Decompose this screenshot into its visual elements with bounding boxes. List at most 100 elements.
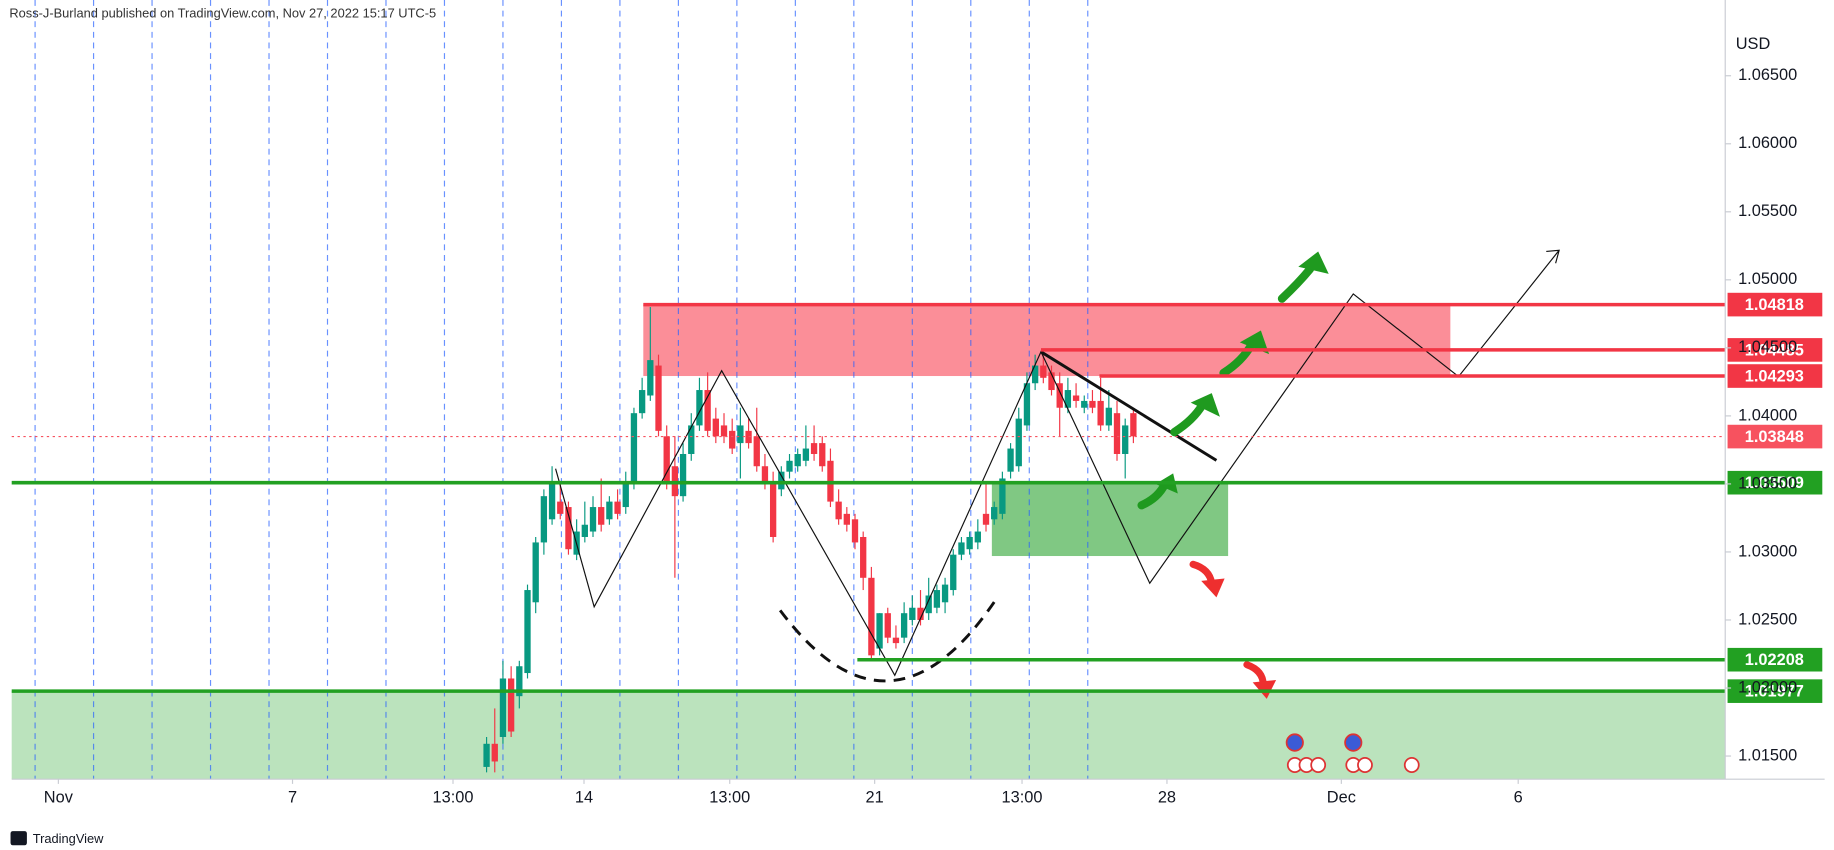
candle-body [917, 607, 924, 620]
candle-body [491, 743, 498, 762]
y-axis-label: USD [1736, 35, 1771, 53]
level-label: 1.03848 [1745, 428, 1804, 446]
candle-body [516, 666, 523, 697]
candle-body [950, 554, 957, 591]
candle-body [876, 613, 883, 649]
x-tick-label: 21 [866, 788, 884, 806]
candle-body [860, 536, 867, 578]
level-label-box [1727, 647, 1823, 672]
rounded-bottom [778, 601, 996, 683]
candle-body [557, 501, 564, 514]
candle-body [851, 519, 859, 543]
candle-body [999, 478, 1006, 514]
candle-body [769, 483, 777, 537]
candle-body [1097, 400, 1104, 426]
candle-body [941, 584, 949, 603]
level-label: 1.04485 [1745, 341, 1804, 359]
y-tick-label: 1.02500 [1738, 610, 1797, 628]
candle-body [540, 496, 548, 543]
candle-body [589, 507, 597, 532]
candle-body [1081, 400, 1088, 408]
y-tick-label: 1.02000 [1738, 678, 1797, 696]
candle-body [704, 390, 711, 431]
level-label: 1.01977 [1745, 683, 1804, 701]
x-tick-label: 13:00 [433, 788, 474, 806]
candle-body [982, 513, 990, 525]
event-icon [1403, 757, 1420, 773]
candle-body [688, 425, 695, 454]
y-tick-label: 1.03000 [1738, 542, 1797, 560]
zones [11, 304, 1726, 780]
candle-body [696, 390, 703, 426]
event-icon [1310, 757, 1327, 773]
candle-body [958, 542, 965, 555]
arrow-head [1298, 251, 1329, 274]
y-tick-label: 1.01500 [1738, 746, 1797, 764]
candle-body [819, 443, 826, 467]
candle-body [1040, 365, 1047, 378]
level-label: 1.03509 [1745, 474, 1804, 492]
candle-body [1089, 400, 1096, 408]
candle-body [548, 483, 556, 520]
level-label: 1.02208 [1745, 651, 1804, 669]
x-tick-label: 7 [288, 788, 297, 806]
candle-body [753, 436, 760, 467]
arrow-head [1546, 249, 1560, 264]
candle-body [647, 360, 654, 396]
y-tick-label: 1.04500 [1738, 338, 1797, 356]
y-tick-label: 1.05500 [1738, 202, 1797, 220]
arrow-head [1201, 578, 1225, 598]
candle-body [524, 590, 531, 674]
axes: 1.01500 1.02000 1.02500 1.03000 1.03500 1.040… [11, 0, 1825, 806]
event-icon [1357, 757, 1373, 773]
candle-body [638, 390, 646, 414]
trend-line [1040, 350, 1218, 462]
candle-body [786, 460, 793, 472]
level-label-box [1727, 364, 1823, 388]
candle-body [1105, 407, 1112, 426]
candle-body [622, 483, 629, 508]
session-lines [34, 0, 1089, 780]
candle-body [507, 678, 515, 732]
candle-body [606, 501, 613, 520]
candle-body [794, 453, 801, 467]
level-label-box [1727, 679, 1823, 703]
candle-body [1031, 365, 1039, 384]
x-tick-label: Dec [1327, 788, 1356, 806]
x-tick-label: 13:00 [1002, 788, 1043, 806]
candle-body [1064, 390, 1072, 408]
candle-body [1023, 383, 1031, 426]
x-tick-label: Nov [44, 788, 74, 806]
candle-body [729, 430, 736, 449]
candle-body [991, 507, 998, 520]
candle-body [630, 413, 638, 484]
footer: TradingView [33, 831, 104, 846]
candle-body [499, 678, 507, 737]
candle-body [974, 531, 981, 543]
candle-body [966, 536, 973, 550]
level-label: 1.04818 [1745, 296, 1804, 314]
candle-body [1048, 372, 1055, 391]
level-label-box [1727, 424, 1823, 449]
x-tick-label: 6 [1514, 788, 1523, 806]
arrow-head [1190, 393, 1220, 417]
candle-body [884, 613, 891, 638]
y-tick-label: 1.06500 [1738, 66, 1797, 84]
candle-body [1007, 448, 1014, 472]
candle-body [868, 577, 875, 656]
candle-body [835, 501, 842, 520]
candle-body [843, 513, 850, 525]
up-arrow [1277, 265, 1315, 303]
up-arrow [1219, 340, 1256, 378]
y-tick-label: 1.03500 [1738, 474, 1797, 492]
candle-body [581, 524, 588, 537]
zone [11, 691, 1726, 780]
y-tick-label: 1.05000 [1738, 270, 1797, 288]
levels: 1.04818 1.04485 1.04293 1.03848 1.03509 1.022… [11, 292, 1823, 703]
level-label-box [1727, 338, 1823, 362]
candle-body [565, 507, 572, 550]
x-tick-label: 14 [575, 788, 593, 806]
candle-body [679, 453, 687, 497]
candle-body [778, 471, 785, 490]
